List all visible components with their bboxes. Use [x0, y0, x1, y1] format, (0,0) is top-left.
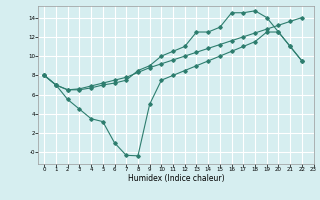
X-axis label: Humidex (Indice chaleur): Humidex (Indice chaleur)	[128, 174, 224, 183]
